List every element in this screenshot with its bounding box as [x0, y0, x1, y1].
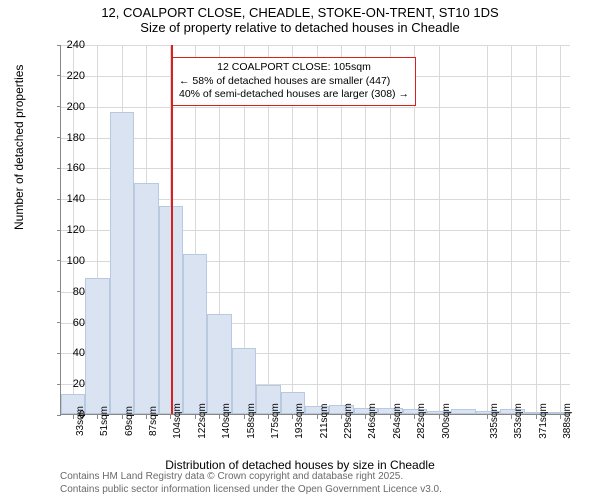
x-tick-mark: [560, 415, 561, 419]
x-tick-mark: [414, 415, 415, 419]
y-tick-label: 240: [55, 39, 85, 51]
grid-line-h: [61, 168, 570, 169]
x-tick-label: 282sqm: [416, 403, 427, 439]
x-tick-mark: [122, 415, 123, 419]
x-tick-mark: [170, 415, 171, 419]
y-tick-label: 80: [55, 286, 85, 298]
title-line1: 12, COALPORT CLOSE, CHEADLE, STOKE-ON-TR…: [0, 5, 600, 20]
x-tick-label: 193sqm: [294, 403, 305, 439]
x-tick-label: 104sqm: [172, 403, 183, 439]
y-tick-label: 140: [55, 193, 85, 205]
x-tick-label: 211sqm: [319, 404, 330, 439]
y-tick-label: 60: [55, 317, 85, 329]
x-tick-label: 229sqm: [343, 403, 354, 439]
y-tick-label: 180: [55, 132, 85, 144]
y-tick-label: 160: [55, 162, 85, 174]
y-tick-label: 220: [55, 70, 85, 82]
annotation-box: 12 COALPORT CLOSE: 105sqm← 58% of detach…: [172, 57, 416, 106]
x-tick-label: 264sqm: [392, 403, 403, 439]
x-tick-label: 87sqm: [148, 406, 159, 436]
x-tick-mark: [341, 415, 342, 419]
x-tick-mark: [511, 415, 512, 419]
histogram-bar: [451, 409, 475, 414]
x-tick-label: 388sqm: [562, 403, 573, 439]
y-tick-label: 20: [55, 378, 85, 390]
x-tick-mark: [219, 415, 220, 419]
y-axis-title: Number of detached properties: [12, 65, 26, 230]
annotation-line2: ← 58% of detached houses are smaller (44…: [179, 75, 409, 89]
x-tick-label: 33sqm: [75, 406, 86, 436]
x-tick-mark: [536, 415, 537, 419]
x-tick-mark: [268, 415, 269, 419]
histogram-bar: [85, 278, 109, 414]
x-tick-label: 140sqm: [221, 403, 232, 439]
title-area: 12, COALPORT CLOSE, CHEADLE, STOKE-ON-TR…: [0, 0, 600, 37]
x-tick-label: 371sqm: [538, 403, 549, 439]
footer-line1: Contains HM Land Registry data © Crown c…: [60, 470, 442, 483]
x-tick-mark: [487, 415, 488, 419]
y-tick-label: 40: [55, 347, 85, 359]
histogram-bar: [110, 112, 134, 414]
y-tick-label: 100: [55, 255, 85, 267]
chart-container: 12, COALPORT CLOSE, CHEADLE, STOKE-ON-TR…: [0, 0, 600, 500]
x-tick-label: 158sqm: [246, 403, 257, 439]
title-line2: Size of property relative to detached ho…: [0, 20, 600, 35]
x-tick-label: 246sqm: [367, 403, 378, 439]
y-tick-label: 120: [55, 224, 85, 236]
x-tick-label: 300sqm: [441, 403, 452, 439]
x-tick-label: 353sqm: [513, 403, 524, 439]
grid-line-v: [439, 45, 440, 414]
annotation-line1: 12 COALPORT CLOSE: 105sqm: [179, 61, 409, 75]
x-tick-mark: [292, 415, 293, 419]
x-tick-label: 122sqm: [197, 403, 208, 439]
y-tick-label: 200: [55, 101, 85, 113]
annotation-line3: 40% of semi-detached houses are larger (…: [179, 88, 409, 102]
histogram-bar: [134, 183, 158, 414]
x-tick-mark: [390, 415, 391, 419]
grid-line-h: [61, 45, 570, 46]
footer-text: Contains HM Land Registry data © Crown c…: [60, 470, 442, 496]
grid-line-v: [560, 45, 561, 414]
x-tick-label: 69sqm: [124, 406, 135, 436]
x-tick-mark: [97, 415, 98, 419]
grid-line-v: [511, 45, 512, 414]
grid-line-h: [61, 107, 570, 108]
footer-line2: Contains public sector information licen…: [60, 483, 442, 496]
x-tick-mark: [195, 415, 196, 419]
x-tick-label: 51sqm: [99, 406, 110, 436]
x-tick-mark: [317, 415, 318, 419]
x-tick-mark: [244, 415, 245, 419]
grid-line-v: [487, 45, 488, 414]
x-tick-label: 175sqm: [270, 403, 281, 439]
histogram-bar: [183, 254, 207, 414]
histogram-bar: [207, 314, 231, 414]
x-tick-mark: [439, 415, 440, 419]
x-tick-label: 335sqm: [489, 403, 500, 439]
plot-area: 12 COALPORT CLOSE: 105sqm← 58% of detach…: [60, 45, 570, 415]
x-tick-mark: [146, 415, 147, 419]
x-tick-mark: [365, 415, 366, 419]
grid-line-h: [61, 138, 570, 139]
grid-line-v: [536, 45, 537, 414]
